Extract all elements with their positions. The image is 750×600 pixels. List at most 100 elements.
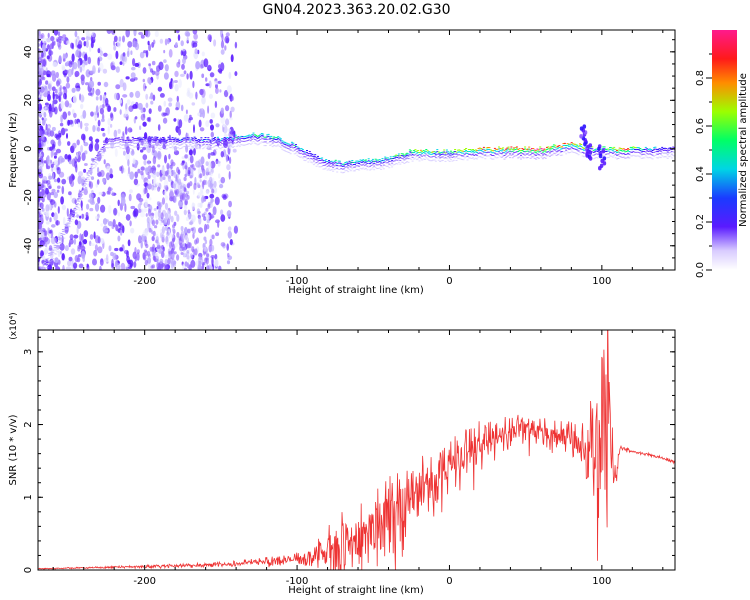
spectrogram-cell (174, 83, 179, 92)
spectrogram-cell (154, 252, 159, 257)
spectrogram-cell (509, 148, 511, 150)
spectrogram-cell (153, 144, 156, 146)
spectrogram-cell (273, 141, 276, 143)
spectrogram-cell (205, 77, 208, 82)
spectrogram-cell (38, 153, 43, 158)
spectrogram-cell (285, 144, 288, 146)
spectrogram-cell (236, 145, 239, 147)
spectrogram-cell (624, 157, 627, 159)
spectrogram-cell (430, 151, 433, 153)
spectrogram-cell (145, 145, 148, 147)
spectrogram-cell (362, 167, 365, 169)
spectrogram-cell (46, 191, 51, 201)
spectrogram-cell (349, 166, 352, 168)
spectrogram-cell (162, 117, 168, 124)
spectrogram-cell (146, 140, 149, 142)
spectrogram-cell (97, 236, 101, 244)
spectrogram-cell (484, 158, 487, 160)
spectrogram-cell (74, 212, 77, 214)
spectrogram-cell (43, 50, 46, 58)
spectrogram-cell (44, 86, 48, 95)
spectrogram-cell (52, 258, 55, 260)
spectrogram-cell (455, 153, 458, 155)
spectrogram-cell (672, 146, 675, 148)
spectrogram-cell (219, 89, 222, 93)
spectrogram-cell (393, 160, 396, 162)
spectrogram-cell (311, 158, 314, 160)
spectrogram-cell (402, 153, 404, 155)
spectrogram-cell (119, 78, 124, 88)
spectrogram-cell (247, 143, 249, 145)
spectrogram-cell (108, 204, 112, 214)
spectrogram-cell (228, 171, 231, 180)
spectrogram-cell (225, 139, 228, 141)
spectrogram-cell (374, 158, 377, 160)
spectrogram-cell (158, 61, 164, 71)
spectrogram-cell (164, 64, 169, 72)
spectrogram-cell (521, 150, 524, 151)
spectrogram-cell (92, 164, 95, 166)
spectrogram-cell (404, 162, 407, 163)
spectrogram-cell (52, 150, 55, 156)
spectrogram-cell (311, 155, 314, 157)
spectrogram-cell (596, 157, 599, 159)
spectrogram-cell (388, 160, 391, 162)
spectrogram-cell (500, 148, 503, 150)
spectrogram-cell (125, 140, 127, 142)
spectrogram-cell (202, 217, 207, 221)
spectrogram-cell (115, 262, 121, 270)
spectrogram-cell (169, 190, 174, 199)
spectrogram-cell (256, 135, 259, 137)
spectrogram-cell (152, 144, 155, 146)
spectrogram-cell (437, 159, 440, 161)
spectrogram-cell (215, 145, 218, 147)
spectrogram-cell (502, 152, 505, 154)
spectrogram-cell (84, 126, 89, 132)
spectrogram-cell (145, 102, 149, 109)
spectrogram-cell (71, 258, 74, 267)
spectrogram-cell (59, 237, 62, 239)
spectrogram-cell (292, 151, 295, 152)
spectrogram-cell (517, 157, 520, 159)
spectrogram-cell (61, 204, 66, 211)
spectrogram-cell (591, 148, 594, 150)
spectrogram-cell (156, 138, 159, 140)
spectrogram-cell (643, 153, 646, 155)
spectrogram-cell (397, 153, 400, 155)
spectrogram-cell (97, 119, 101, 127)
spectrogram-cell (207, 105, 210, 114)
spectrogram-cell (500, 153, 503, 155)
spectrogram-cell (130, 227, 135, 234)
spectrogram-cell (310, 155, 313, 157)
spectrogram-cell (444, 160, 447, 162)
spectrogram-cell (100, 223, 104, 227)
spectrogram-cell (142, 154, 148, 161)
spectrogram-cell (461, 155, 463, 157)
spectrogram-cell (478, 147, 481, 149)
spectrogram-cell (307, 157, 310, 159)
spectrogram-cell (103, 148, 105, 150)
spectrogram-cell (200, 137, 203, 139)
spectrogram-cell (292, 147, 295, 149)
spectrogram-cell (650, 153, 653, 155)
spectrogram-cell (50, 260, 53, 261)
spectrogram-cell (308, 159, 311, 161)
spectrogram-cell (145, 213, 148, 217)
spectrogram-cell (215, 142, 218, 144)
spectrogram-cell (38, 85, 42, 94)
spectrogram-cell (207, 152, 211, 160)
spectrogram-cell (190, 167, 194, 174)
spectrogram-cell (421, 159, 424, 161)
spectrogram-cell (60, 235, 63, 236)
spectrogram-cell (437, 156, 440, 158)
colorbar-tick-label: 0.4 (695, 166, 706, 182)
spectrogram-cell (315, 162, 318, 164)
spectrogram-cell (393, 157, 396, 159)
spectrogram-cell (106, 165, 111, 172)
spectrogram-cell (256, 137, 259, 139)
spectrogram-cell (166, 144, 169, 146)
spectrogram-cell (93, 231, 96, 239)
spectrogram-cell (227, 146, 230, 148)
spectrogram-cell (340, 168, 343, 169)
spectrogram-cell (137, 139, 140, 141)
